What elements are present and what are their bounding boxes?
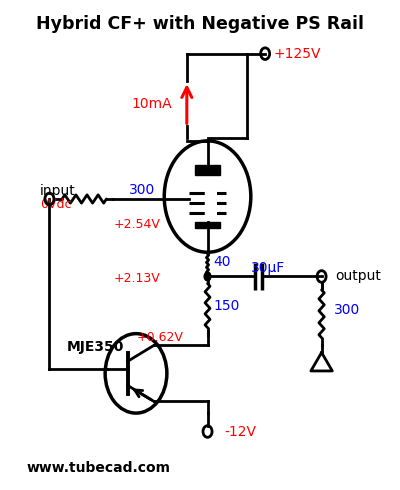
Text: 0Vdc: 0Vdc	[40, 198, 72, 211]
Text: 40: 40	[213, 255, 231, 270]
Text: www.tubecad.com: www.tubecad.com	[27, 461, 171, 475]
Text: Hybrid CF+ with Negative PS Rail: Hybrid CF+ with Negative PS Rail	[36, 15, 364, 33]
Text: -12V: -12V	[224, 424, 256, 439]
Text: MJE350: MJE350	[66, 340, 124, 354]
Bar	[195, 165, 220, 175]
Circle shape	[204, 272, 211, 281]
Text: 150: 150	[213, 298, 240, 313]
Text: +125V: +125V	[274, 47, 321, 61]
Text: 300: 300	[334, 303, 360, 318]
Bar	[195, 222, 220, 227]
Text: 30μF: 30μF	[251, 261, 285, 275]
Text: 10mA: 10mA	[131, 97, 172, 111]
Text: output: output	[336, 270, 381, 284]
Text: 300: 300	[128, 183, 155, 197]
Text: input: input	[40, 184, 76, 198]
Text: +0.62V: +0.62V	[136, 331, 183, 343]
Text: +2.13V: +2.13V	[114, 272, 160, 285]
Text: +2.54V: +2.54V	[114, 218, 160, 231]
